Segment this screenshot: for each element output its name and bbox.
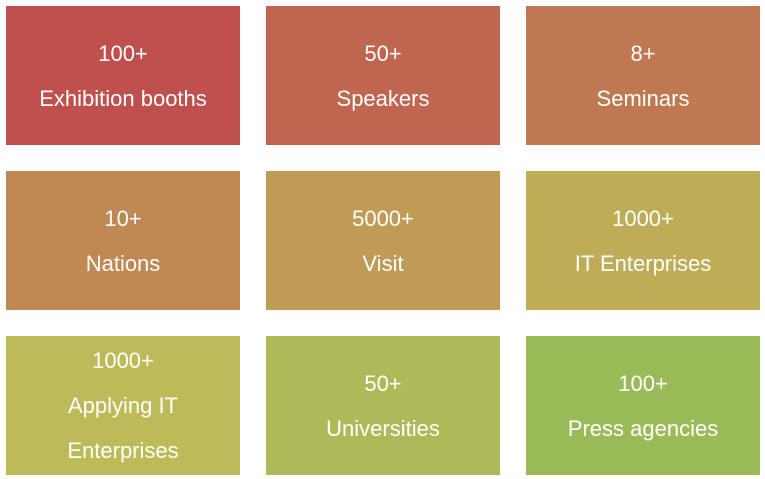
stat-tile: 1000+ IT Enterprises: [526, 171, 760, 310]
tile-label: Applying IT Enterprises: [67, 393, 179, 463]
tile-value: 1000+: [612, 205, 674, 231]
stat-tile: 10+ Nations: [6, 171, 240, 310]
tile-value: 50+: [364, 370, 402, 396]
stat-tile: 50+ Speakers: [266, 6, 500, 145]
stat-tile: 5000+ Visit: [266, 171, 500, 310]
tile-label: IT Enterprises: [574, 250, 712, 276]
stat-tile: 8+ Seminars: [526, 6, 760, 145]
tile-value: 100+: [98, 40, 148, 66]
tile-label: Exhibition booths: [39, 85, 207, 111]
tile-label: Universities: [326, 415, 440, 441]
tile-label: Nations: [85, 250, 161, 276]
tile-value: 50+: [364, 40, 402, 66]
tile-value: 10+: [104, 205, 142, 231]
tile-label: Visit: [362, 250, 404, 276]
tile-value: 1000+: [92, 348, 154, 373]
stat-tile: 50+ Universities: [266, 336, 500, 475]
stat-tile: 1000+ Applying IT Enterprises: [6, 336, 240, 475]
tile-value: 5000+: [352, 205, 414, 231]
tile-label: Press agencies: [567, 415, 719, 441]
stat-tile: 100+ Exhibition booths: [6, 6, 240, 145]
tile-value: 8+: [630, 40, 656, 66]
stat-tile: 100+ Press agencies: [526, 336, 760, 475]
tile-value: 100+: [618, 370, 668, 396]
tile-label: Seminars: [596, 85, 690, 111]
tile-label: Speakers: [336, 85, 430, 111]
